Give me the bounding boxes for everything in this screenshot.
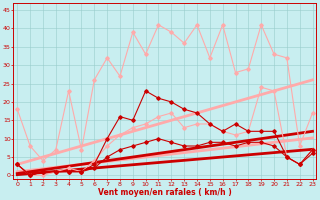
X-axis label: Vent moyen/en rafales ( km/h ): Vent moyen/en rafales ( km/h )	[98, 188, 232, 197]
